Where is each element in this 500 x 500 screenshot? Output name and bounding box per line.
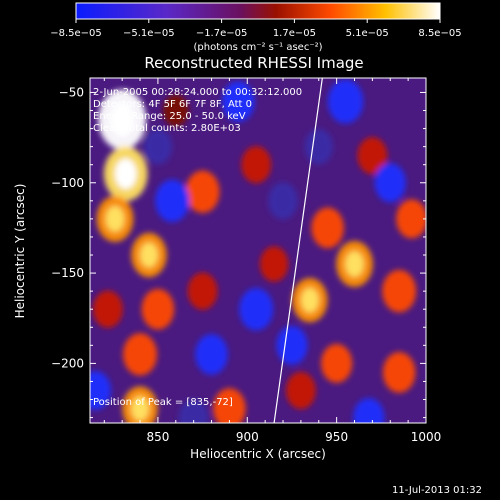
y-tick-label: −200 xyxy=(51,356,84,370)
heatmap-blob-11 xyxy=(241,146,272,184)
heatmap-blob-27 xyxy=(195,333,228,375)
heatmap-blob-31 xyxy=(374,163,406,203)
chart-title: Reconstructed RHESSI Image xyxy=(144,54,363,72)
heatmap-blob-21 xyxy=(285,371,316,410)
plot-frame xyxy=(89,77,427,424)
annotation-clean-counts: Clean Total counts: 2.80E+03 xyxy=(93,123,241,134)
heatmap-blob-23 xyxy=(327,79,364,124)
x-axis-label: Heliocentric X (arcsec) xyxy=(190,447,326,461)
heatmap-blob-core-7 xyxy=(131,396,149,421)
heatmap-blob-32 xyxy=(268,182,298,220)
heatmap-blob-15 xyxy=(321,343,353,383)
annotation-time-range: 2-Jun-2005 00:28:24.000 to 00:32:12.000 xyxy=(93,87,303,98)
heatmap-blob-core-3 xyxy=(140,242,158,268)
heatmap-blob-28 xyxy=(276,325,308,365)
heatmap-blob-12 xyxy=(259,246,289,282)
heatmap-blob-8 xyxy=(185,170,220,214)
solar-limb-line xyxy=(273,78,323,423)
colorbar-tick-label: 5.1e−05 xyxy=(346,28,389,39)
colorbar-ticks xyxy=(75,19,441,23)
annotation-peak-position: Position of Peak = [835,-72] xyxy=(93,397,233,408)
heatmap-blob-29 xyxy=(353,398,385,423)
heatmap-blob-18 xyxy=(396,199,426,239)
heatmap-blob-6 xyxy=(123,333,158,376)
colorbar-tick-label: −5.1e−05 xyxy=(123,28,175,39)
colorbar-tick-labels: −8.5e−05 −5.1e−05 −1.7e−05 1.7e−05 5.1e−05 8.… xyxy=(50,28,461,39)
y-axis-label: Heliocentric Y (arcsec) xyxy=(13,184,27,319)
x-tick-label: 850 xyxy=(146,430,169,444)
heatmap-blob-core-0 xyxy=(110,102,135,137)
x-tick-label: 900 xyxy=(236,430,259,444)
y-axis-ticks: −50 −100 −150 −200 xyxy=(51,85,426,419)
y-tick-label: −150 xyxy=(51,266,84,280)
heatmap-blob-35 xyxy=(304,128,333,165)
heatmap-blob-19 xyxy=(382,352,416,393)
heatmap-blob-20 xyxy=(357,137,388,175)
heatmap-blob-10 xyxy=(213,388,246,423)
colorbar-tick-label: 1.7e−05 xyxy=(273,28,316,39)
colorbar-unit-label: (photons cm⁻² s⁻¹ asec⁻²) xyxy=(193,42,322,53)
heatmap-blob-34 xyxy=(143,128,173,165)
annotation-energy-range: Energy Range: 25.0 - 50.0 keV xyxy=(93,111,246,122)
footer-date: 11-Jul-2013 01:32 xyxy=(391,485,482,496)
heatmap-blob-core-2 xyxy=(105,206,125,232)
heatmap-image xyxy=(90,78,426,423)
heatmap-blob-26 xyxy=(239,287,274,331)
colorbar-tick-label: 8.5e−05 xyxy=(418,28,461,39)
colorbar-tick-label: −8.5e−05 xyxy=(50,28,102,39)
heatmap-blob-22 xyxy=(162,94,189,127)
x-tick-label: 1000 xyxy=(411,430,442,444)
colorbar-tick-label: −1.7e−05 xyxy=(196,28,248,39)
y-tick-label: −100 xyxy=(51,176,84,190)
annotation-detectors: Detectors: 4F 5F 6F 7F 8F, Att 0 xyxy=(93,99,253,110)
heatmap-blob-33 xyxy=(90,370,111,410)
heatmap-blob-core-1 xyxy=(114,158,137,190)
heatmap-blob-5 xyxy=(92,290,123,328)
heatmap-blob-9 xyxy=(187,272,218,310)
heatmap-blob-25 xyxy=(155,179,190,223)
heatmap-blob-core-13 xyxy=(300,287,319,313)
heatmap-blob-14 xyxy=(311,207,345,249)
colorbar xyxy=(75,2,441,20)
heatmap-blob-17 xyxy=(382,269,417,313)
heatmap-blob-4 xyxy=(141,288,175,330)
heatmap-blob-30 xyxy=(178,398,209,423)
heatmap-blob-core-16 xyxy=(345,251,364,277)
x-tick-label: 950 xyxy=(325,430,348,444)
x-axis-ticks: 850 900 950 1000 xyxy=(103,78,442,444)
y-tick-label: −50 xyxy=(59,85,84,99)
heatmap-blob-24 xyxy=(222,81,255,122)
